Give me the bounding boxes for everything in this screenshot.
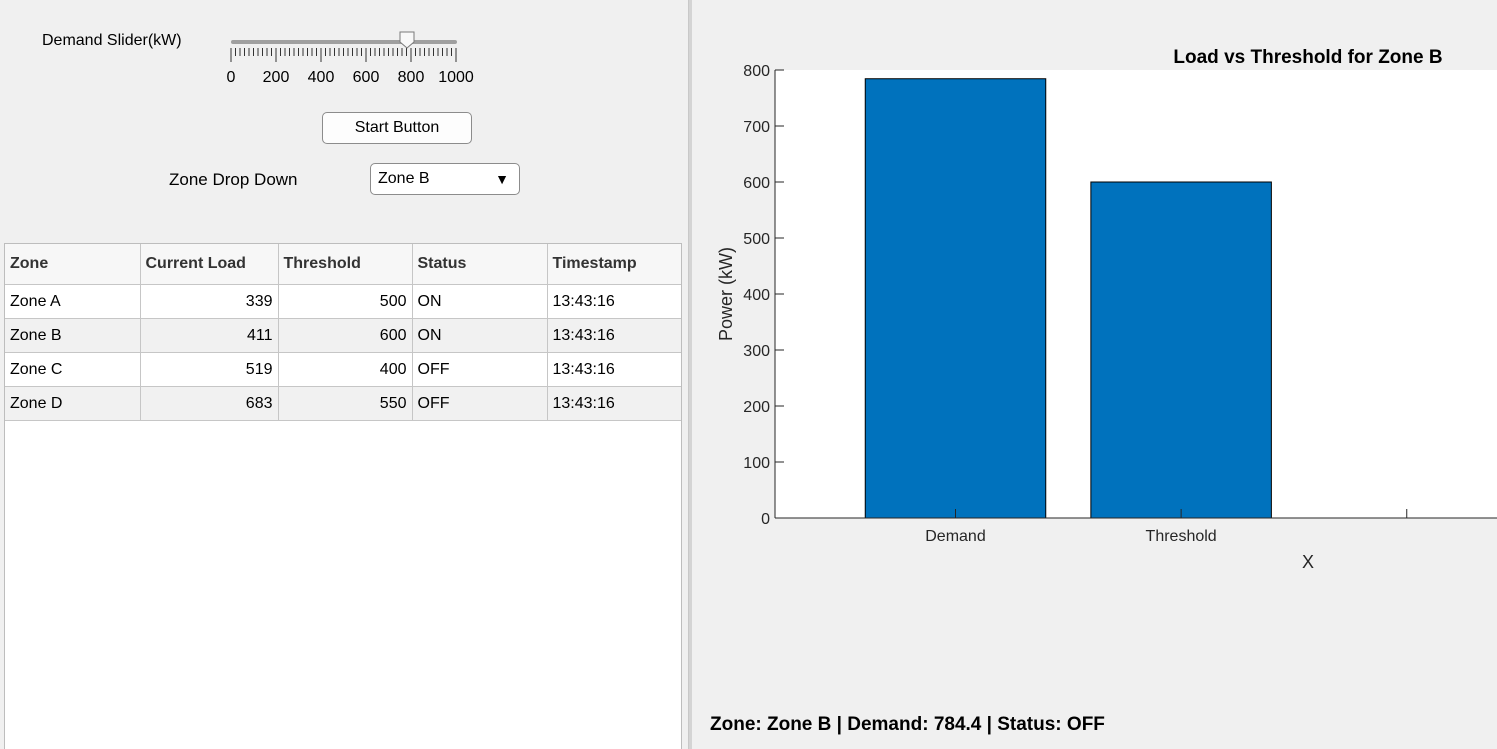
table-cell[interactable]: ON [412, 318, 548, 353]
table-cell[interactable]: 519 [140, 352, 279, 387]
y-tick-label: 100 [743, 455, 770, 472]
table-cell[interactable]: Zone A [5, 284, 141, 319]
slider-tick-label: 200 [262, 69, 290, 86]
triangle-down-icon: ▼ [495, 171, 509, 187]
slider-tick-label: 800 [397, 69, 425, 86]
table-cell[interactable]: OFF [412, 386, 548, 421]
table-row[interactable]: Zone B 411 600 ON 13:43:16 [5, 318, 681, 353]
start-button[interactable]: Start Button [322, 112, 472, 144]
bar-threshold [1090, 181, 1272, 519]
y-tick-label: 600 [743, 175, 770, 192]
table-cell[interactable]: 13:43:16 [547, 318, 681, 353]
y-tick-label: 500 [743, 231, 770, 248]
slider-tick-label: 400 [307, 69, 335, 86]
table-row[interactable]: Zone A 339 500 ON 13:43:16 [5, 284, 681, 319]
chart-title: Load vs Threshold for Zone B [1173, 47, 1442, 68]
bar-demand [864, 78, 1047, 519]
table-header-row: Zone Current Load Threshold Status Timestamp [5, 244, 681, 285]
control-panel: Demand Slider(kW) 0 200 400 600 800 1000 Star… [0, 0, 688, 749]
x-tick-label: Demand [925, 528, 985, 545]
table-cell[interactable]: Zone B [5, 318, 141, 353]
column-header[interactable]: Status [412, 244, 548, 285]
x-tick-label: Threshold [1146, 528, 1217, 545]
column-header[interactable]: Threshold [278, 244, 413, 285]
y-tick-label: 800 [743, 63, 770, 80]
y-tick-label: 0 [761, 511, 770, 528]
status-line: Zone: Zone B | Demand: 784.4 | Status: O… [710, 714, 1105, 735]
y-tick-label: 700 [743, 119, 770, 136]
slider-tick-label: 1000 [438, 69, 474, 86]
y-tick-label: 400 [743, 287, 770, 304]
panel-divider[interactable] [688, 0, 692, 749]
table-cell[interactable]: 683 [140, 386, 279, 421]
zone-dropdown[interactable]: Zone B ▼ [370, 163, 520, 195]
y-tick-label: 300 [743, 343, 770, 360]
table-body: Zone A 339 500 ON 13:43:16 Zone B 411 600 ON 13:4… [5, 284, 681, 421]
chart-panel: Demand Threshold 0 100 200 300 400 500 600 700 800… [692, 0, 1497, 749]
bar-chart: Demand Threshold 0 100 200 300 400 500 600 700 800… [716, 47, 1497, 572]
table-cell[interactable]: 339 [140, 284, 279, 319]
demand-slider-track[interactable] [231, 40, 457, 44]
table-cell[interactable]: 600 [278, 318, 413, 353]
x-axis-label: X [1302, 552, 1314, 572]
table-cell[interactable]: Zone C [5, 352, 141, 387]
table-cell[interactable]: 13:43:16 [547, 352, 681, 387]
demand-slider-ticks [230, 48, 457, 62]
table-cell[interactable]: 13:43:16 [547, 284, 681, 319]
table-cell[interactable]: 400 [278, 352, 413, 387]
zone-table: Zone Current Load Threshold Status Timestamp… [5, 244, 681, 421]
table-cell[interactable]: Zone D [5, 386, 141, 421]
column-header[interactable]: Timestamp [547, 244, 681, 285]
column-header[interactable]: Zone [5, 244, 141, 285]
table-cell[interactable]: 411 [140, 318, 279, 353]
y-axis-label: Power (kW) [716, 247, 736, 341]
zone-table-container[interactable]: Zone Current Load Threshold Status Timestamp… [4, 243, 682, 749]
table-cell[interactable]: 550 [278, 386, 413, 421]
slider-tick-label: 0 [226, 69, 236, 86]
table-cell[interactable]: ON [412, 284, 548, 319]
y-tick-label: 200 [743, 399, 770, 416]
demand-slider-label: Demand Slider(kW) [42, 32, 182, 49]
table-row[interactable]: Zone C 519 400 OFF 13:43:16 [5, 352, 681, 387]
table-cell[interactable]: OFF [412, 352, 548, 387]
demand-slider-thumb[interactable] [399, 31, 415, 49]
zone-dropdown-value: Zone B [378, 170, 430, 187]
slider-tick-label: 600 [352, 69, 380, 86]
column-header[interactable]: Current Load [140, 244, 279, 285]
zone-dropdown-label: Zone Drop Down [169, 170, 298, 189]
table-cell[interactable]: 500 [278, 284, 413, 319]
table-cell[interactable]: 13:43:16 [547, 386, 681, 421]
table-row[interactable]: Zone D 683 550 OFF 13:43:16 [5, 386, 681, 421]
